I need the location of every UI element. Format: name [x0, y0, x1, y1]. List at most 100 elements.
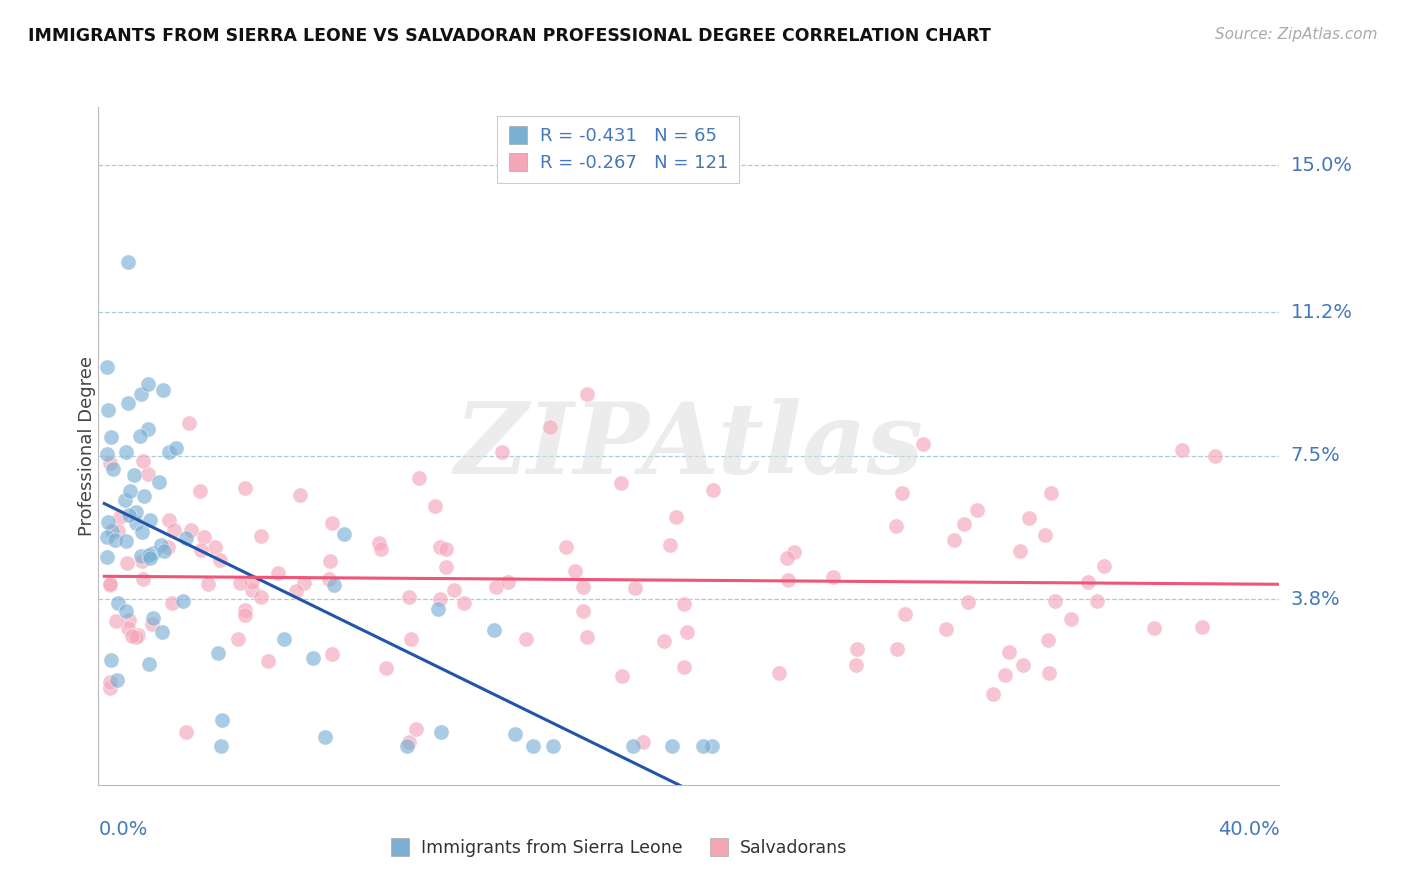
Point — [966, 502, 988, 516]
Point — [98, 576, 121, 591]
Point — [482, 623, 505, 637]
Point — [250, 590, 273, 604]
Point — [319, 554, 342, 568]
Point — [233, 603, 256, 617]
Point — [136, 377, 159, 392]
Point — [672, 660, 695, 674]
Point — [935, 622, 957, 636]
Point — [994, 667, 1017, 681]
Point — [564, 564, 586, 578]
Point — [436, 560, 458, 574]
Point — [115, 445, 138, 459]
Point — [148, 475, 170, 490]
Point — [172, 594, 194, 608]
Text: ZIPAtlas: ZIPAtlas — [454, 398, 924, 494]
Point — [190, 543, 212, 558]
Point — [911, 437, 934, 451]
Point — [942, 533, 965, 547]
Point — [571, 580, 593, 594]
Point — [555, 541, 578, 555]
Point — [122, 468, 145, 483]
Point — [886, 642, 908, 657]
Point — [1038, 632, 1060, 647]
Point — [97, 516, 120, 530]
Point — [240, 574, 263, 589]
Point — [294, 575, 316, 590]
Point — [110, 510, 132, 524]
Point — [125, 505, 148, 519]
Point — [333, 526, 356, 541]
Point — [1077, 574, 1099, 589]
Text: Source: ZipAtlas.com: Source: ZipAtlas.com — [1215, 27, 1378, 42]
Point — [621, 739, 644, 754]
Point — [443, 583, 465, 598]
Point — [267, 566, 290, 581]
Point — [610, 476, 633, 491]
Point — [702, 483, 724, 497]
Point — [1204, 449, 1226, 463]
Point — [138, 467, 160, 481]
Point — [623, 581, 645, 595]
Point — [285, 583, 308, 598]
Point — [430, 725, 453, 739]
Point — [893, 607, 915, 621]
Point — [152, 624, 174, 639]
Point — [117, 255, 139, 269]
Point — [105, 615, 128, 629]
Point — [1059, 612, 1081, 626]
Text: 40.0%: 40.0% — [1218, 820, 1279, 838]
Point — [398, 590, 420, 604]
Point — [98, 578, 121, 592]
Point — [160, 596, 183, 610]
Point — [1092, 558, 1115, 573]
Point — [100, 430, 122, 444]
Y-axis label: Professional Degree: Professional Degree — [79, 356, 96, 536]
Point — [96, 549, 118, 564]
Point — [538, 419, 561, 434]
Text: 7.5%: 7.5% — [1291, 446, 1340, 466]
Point — [515, 632, 537, 647]
Point — [575, 630, 598, 644]
Point — [190, 483, 212, 498]
Point — [131, 554, 153, 568]
Point — [157, 445, 180, 459]
Point — [396, 739, 419, 754]
Point — [700, 739, 723, 754]
Point — [98, 674, 121, 689]
Point — [453, 596, 475, 610]
Point — [250, 528, 273, 542]
Point — [139, 551, 162, 566]
Point — [138, 657, 160, 672]
Text: 11.2%: 11.2% — [1291, 303, 1353, 322]
Point — [163, 523, 186, 537]
Text: 0.0%: 0.0% — [98, 820, 148, 838]
Point — [104, 533, 127, 547]
Point — [101, 524, 124, 539]
Point — [776, 573, 799, 587]
Point — [1085, 594, 1108, 608]
Point — [844, 658, 866, 673]
Point — [485, 580, 508, 594]
Point — [1171, 443, 1194, 458]
Point — [575, 387, 598, 401]
Point — [107, 596, 129, 610]
Point — [98, 456, 121, 470]
Point — [197, 577, 219, 591]
Point — [370, 542, 392, 557]
Point — [131, 549, 153, 564]
Point — [174, 724, 197, 739]
Point — [957, 595, 980, 609]
Text: IMMIGRANTS FROM SIERRA LEONE VS SALVADORAN PROFESSIONAL DEGREE CORRELATION CHART: IMMIGRANTS FROM SIERRA LEONE VS SALVADOR… — [28, 27, 991, 45]
Point — [96, 530, 118, 544]
Point — [117, 395, 139, 409]
Point — [115, 533, 138, 548]
Point — [273, 632, 295, 646]
Point — [120, 483, 142, 498]
Point — [408, 471, 430, 485]
Point — [405, 722, 427, 736]
Point — [117, 621, 139, 635]
Point — [229, 575, 252, 590]
Point — [1040, 486, 1063, 500]
Point — [96, 360, 118, 375]
Point — [138, 548, 160, 562]
